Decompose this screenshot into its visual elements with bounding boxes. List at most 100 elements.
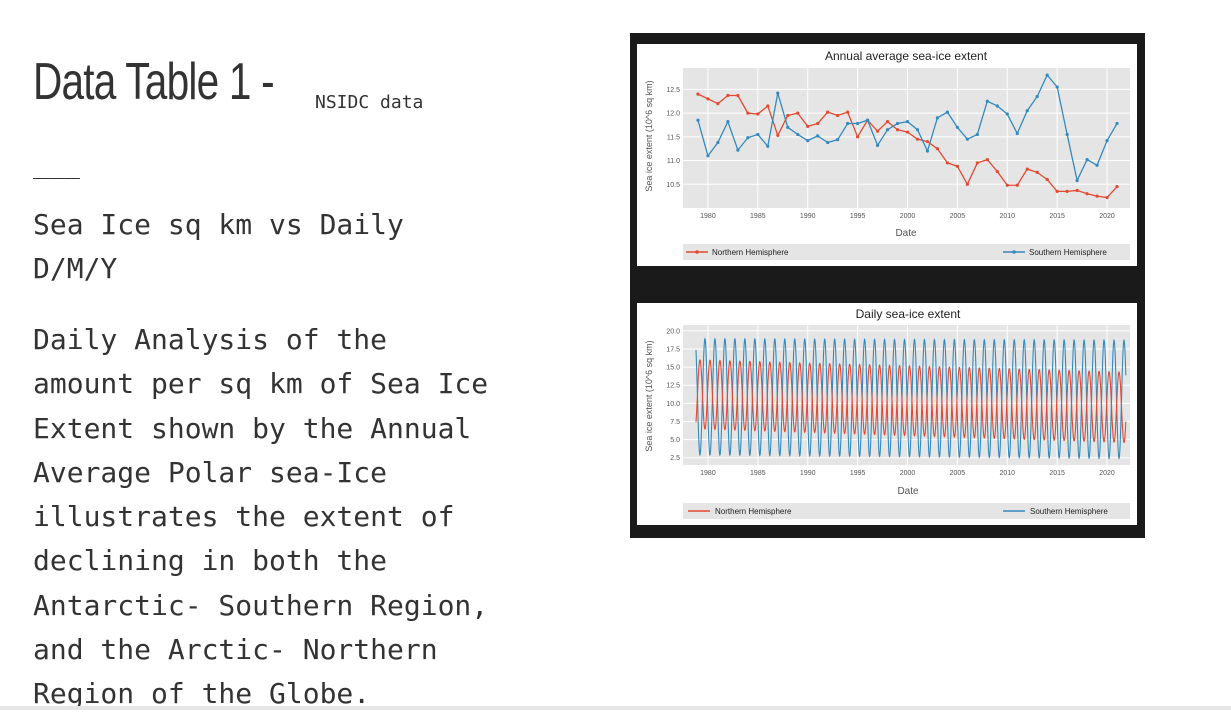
chart1-title: Annual average sea-ice extent bbox=[825, 49, 988, 63]
chart2-xtick-label: 2015 bbox=[1049, 470, 1065, 477]
chart1-point-south bbox=[716, 140, 720, 145]
chart1-point-north bbox=[826, 110, 830, 114]
chart2-series-line-south bbox=[695, 337, 1127, 460]
chart1-point-north bbox=[806, 124, 810, 128]
chart2-xtick-label: 1995 bbox=[850, 470, 866, 477]
body-line: amount per sq km of Sea Ice bbox=[33, 367, 489, 401]
chart1-point-north bbox=[915, 137, 920, 141]
body-line: Antarctic- Southern Region, bbox=[33, 588, 489, 622]
chart1-point-south bbox=[1025, 109, 1029, 113]
chart-frame: 1980 1985 1990 1995 2000 2005 2010 2015 2020 10.5… bbox=[630, 33, 1145, 538]
chart1-xtick-label: 2020 bbox=[1099, 213, 1115, 220]
chart1-point-north bbox=[875, 129, 880, 133]
chart1-point-south bbox=[1045, 73, 1049, 77]
body-text: Daily Analysis of the amount per sq km o… bbox=[33, 318, 593, 717]
chart1-point-north bbox=[985, 157, 989, 162]
chart2-legend-north-label: Northern Hemisphere bbox=[715, 507, 792, 516]
chart1-point-north bbox=[846, 110, 850, 114]
chart1-point-south bbox=[925, 149, 930, 153]
chart1-point-south bbox=[915, 128, 920, 132]
body-line: and the Arctic- Northern bbox=[33, 633, 438, 667]
body-line: declining in both the bbox=[33, 544, 388, 578]
chart2-legend-south-label: Southern Hemisphere bbox=[1030, 507, 1108, 516]
chart2-ylabel: Sea ice extent (10^6 sq km) bbox=[644, 340, 654, 451]
chart1-legend-north-dot bbox=[695, 250, 699, 254]
chart1-point-north bbox=[816, 121, 820, 126]
chart1-xtick-label: 2015 bbox=[1049, 213, 1065, 220]
chart2-xtick-label: 2020 bbox=[1099, 470, 1115, 477]
chart1-point-south bbox=[1075, 178, 1079, 183]
chart1-point-south bbox=[1105, 139, 1109, 143]
chart2-ytick-label: 17.5 bbox=[666, 346, 680, 353]
chart2-xtick-label: 1980 bbox=[700, 470, 716, 477]
chart1-point-south bbox=[806, 139, 810, 143]
chart1-point-south bbox=[895, 121, 900, 126]
chart1-point-south bbox=[1065, 132, 1069, 137]
chart1-point-north bbox=[885, 120, 890, 124]
chart1-point-north bbox=[1015, 183, 1019, 187]
chart2-xlabel: Date bbox=[897, 486, 919, 497]
chart1-ylabel: Sea ice extent (10^6 sq km) bbox=[644, 80, 654, 191]
title-text: Data Table 1 - bbox=[33, 53, 275, 111]
title-note: NSIDC data bbox=[315, 92, 424, 113]
chart1-point-south bbox=[975, 132, 979, 137]
chart1-point-north bbox=[1105, 195, 1109, 200]
chart1-xtick-label: 2010 bbox=[999, 213, 1015, 220]
chart1-point-south bbox=[1035, 94, 1039, 99]
body-line: Extent shown by the Annual bbox=[33, 411, 472, 445]
chart2-ytick-label: 20.0 bbox=[666, 328, 680, 335]
chart1-point-north bbox=[786, 113, 790, 118]
chart1-xtick-label: 2005 bbox=[950, 213, 966, 220]
chart2-xtick-label: 1990 bbox=[800, 470, 816, 477]
chart1-point-south bbox=[796, 132, 800, 137]
chart1-ytick-label: 11.0 bbox=[667, 158, 680, 165]
chart1-point-south bbox=[1015, 131, 1019, 136]
body-line: Average Polar sea-Ice bbox=[33, 455, 388, 489]
chart1-ytick-label: 11.5 bbox=[667, 134, 680, 141]
chart1-point-north bbox=[856, 135, 860, 139]
chart1-xtick-label: 1995 bbox=[850, 213, 866, 220]
chart1-point-south bbox=[826, 140, 830, 145]
chart1-point-north bbox=[995, 169, 999, 174]
chart1-point-north bbox=[965, 182, 969, 186]
chart2-xtick-label: 2000 bbox=[900, 470, 916, 477]
chart2-ytick-label: 5.0 bbox=[670, 437, 680, 444]
chart2-ytick-label: 10.0 bbox=[666, 401, 680, 408]
chart1-legend-north-label: Northern Hemisphere bbox=[712, 248, 789, 257]
chart1-point-south bbox=[786, 125, 790, 129]
chart1-point-south bbox=[935, 116, 940, 120]
chart1-legend-south-dot bbox=[1012, 250, 1016, 254]
chart1-point-south bbox=[865, 118, 870, 122]
chart2-ytick-label: 7.5 bbox=[670, 419, 680, 426]
chart1-point-north bbox=[1065, 189, 1069, 193]
chart1-point-north bbox=[1035, 170, 1039, 175]
chart1-point-south bbox=[746, 136, 750, 140]
chart1-point-south bbox=[726, 120, 730, 124]
chart1-point-south bbox=[836, 138, 840, 142]
chart1-point-south bbox=[1055, 85, 1059, 89]
chart1-point-south bbox=[1095, 163, 1099, 167]
chart2-xtick-label: 1985 bbox=[750, 470, 766, 477]
chart1-point-north bbox=[955, 164, 959, 168]
chart1-point-north bbox=[746, 111, 750, 115]
chart1-point-south bbox=[1085, 157, 1089, 162]
chart1-point-north bbox=[1075, 188, 1079, 193]
chart1-xtick-label: 1990 bbox=[800, 213, 816, 220]
chart1-point-north bbox=[766, 104, 770, 108]
body-line: illustrates the extent of bbox=[33, 500, 455, 534]
chart1-point-north bbox=[1055, 189, 1059, 193]
chart1-point-south bbox=[696, 118, 700, 122]
chart1-point-south bbox=[985, 99, 989, 103]
chart1-point-south bbox=[995, 104, 999, 108]
body-line: Region of the Globe. bbox=[33, 677, 371, 711]
chart1-xtick-label: 2000 bbox=[900, 213, 916, 220]
chart1-point-north bbox=[1085, 192, 1089, 196]
chart1-point-south bbox=[965, 137, 969, 141]
chart2-ytick-label: 12.5 bbox=[666, 383, 680, 390]
chart1-legend bbox=[683, 244, 1130, 260]
chart1-point-south bbox=[875, 143, 880, 147]
chart1-point-south bbox=[955, 125, 959, 129]
chart1-point-south bbox=[736, 148, 740, 152]
chart1-point-north bbox=[1115, 185, 1119, 189]
chart1-point-north bbox=[905, 130, 910, 134]
